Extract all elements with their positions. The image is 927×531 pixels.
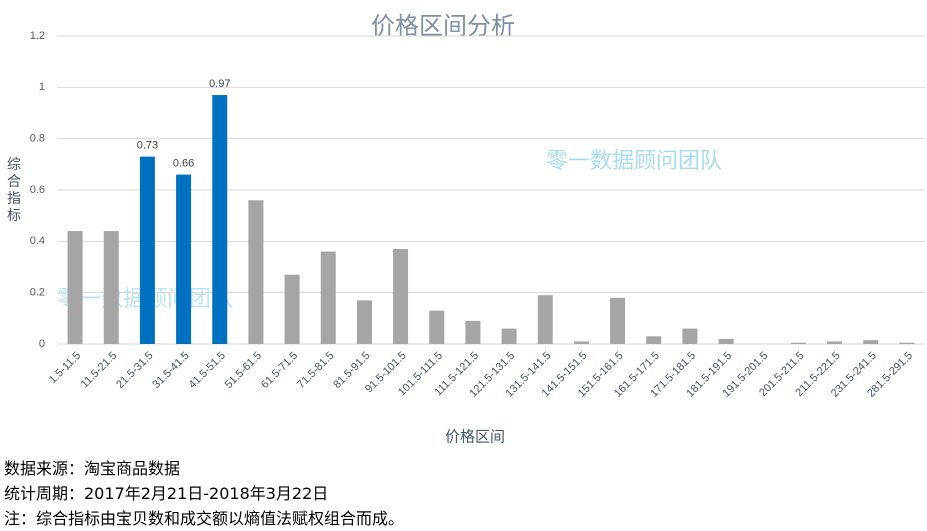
bar	[682, 328, 698, 344]
y-tick-label: 0.2	[30, 287, 45, 299]
y-tick-label: 0.4	[30, 235, 45, 247]
data-label: 0.66	[173, 158, 194, 170]
bar	[646, 336, 662, 344]
y-tick-label: 0.6	[30, 184, 45, 196]
note: 统计周期：2017年2月21日-2018年3月22日	[4, 484, 329, 503]
bar	[573, 341, 589, 344]
bar	[103, 231, 119, 344]
bar	[827, 341, 843, 344]
x-tick-label: 61.5-71.5	[259, 350, 300, 391]
x-tick-label: 71.5-81.5	[295, 350, 336, 391]
chart: 价格区间分析 价格区间 零一数据顾问团队 零一数据顾问团队 综合指标00.20.…	[7, 12, 925, 446]
y-tick-label: 1	[39, 81, 45, 93]
bar	[67, 231, 83, 344]
x-tick-label: 31.5-41.5	[150, 350, 191, 391]
x-tick-label: 11.5-21.5	[79, 350, 120, 391]
bar	[248, 200, 264, 344]
watermark: 零一数据顾问团队	[546, 149, 722, 174]
y-tick-label: 0	[39, 338, 45, 350]
bar	[501, 328, 517, 344]
y-tick-label: 1.2	[30, 30, 45, 42]
bar	[465, 320, 481, 344]
y-axis-label: 综合指标	[7, 157, 21, 224]
bar	[212, 95, 228, 345]
notes: 数据来源：淘宝商品数据统计周期：2017年2月21日-2018年3月22日注：综…	[4, 456, 404, 531]
chart-title: 价格区间分析	[371, 12, 515, 40]
x-tick-label: 1.5-11.5	[47, 350, 83, 386]
x-tick-label: 21.5-31.5	[114, 350, 155, 391]
x-axis-label: 价格区间	[445, 428, 505, 446]
bar	[393, 249, 409, 344]
bar	[139, 156, 155, 344]
note: 数据来源：淘宝商品数据	[4, 459, 181, 478]
bar	[718, 338, 734, 344]
x-tick-label: 51.5-61.5	[223, 350, 264, 391]
bar	[610, 297, 626, 344]
data-label: 0.73	[137, 140, 158, 152]
bar	[537, 295, 553, 344]
bar	[429, 310, 445, 344]
bar	[176, 174, 192, 344]
data-label: 0.97	[209, 78, 230, 90]
bar	[790, 342, 806, 344]
note: 注：综合指标由宝贝数和成交额以熵值法赋权组合而成。	[4, 509, 405, 528]
bar	[899, 342, 915, 344]
y-tick-label: 0.8	[30, 133, 45, 145]
bar	[863, 340, 879, 344]
bar	[284, 274, 300, 344]
x-tick-label: 41.5-51.5	[187, 350, 228, 391]
bar	[356, 300, 372, 344]
bar	[320, 251, 336, 344]
